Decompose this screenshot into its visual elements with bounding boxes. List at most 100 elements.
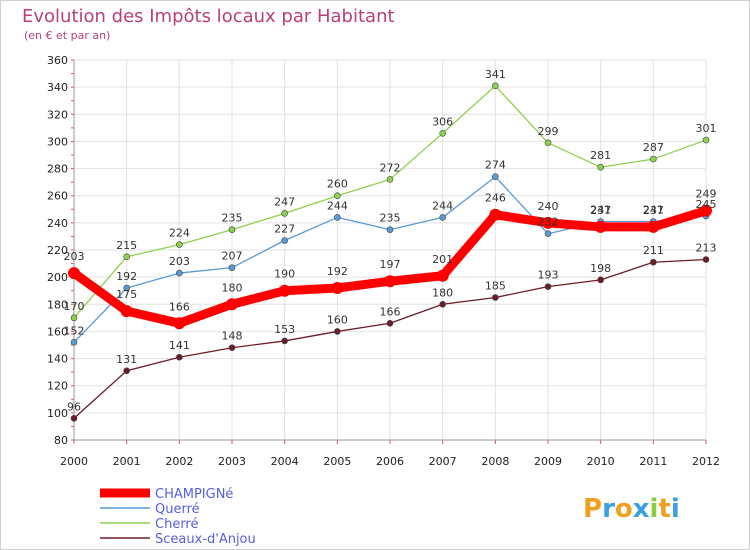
legend-label: Sceaux-d'Anjou xyxy=(155,532,256,547)
y-tick-label: 300 xyxy=(47,135,68,148)
x-tick-label: 2010 xyxy=(587,455,615,468)
data-label: 160 xyxy=(327,313,348,326)
y-tick-label: 340 xyxy=(47,81,68,94)
data-label: 237 xyxy=(643,204,664,217)
data-label: 180 xyxy=(432,286,453,299)
data-point xyxy=(700,204,712,217)
x-tick-label: 2008 xyxy=(481,455,509,468)
data-point xyxy=(439,129,446,137)
y-tick-label: 240 xyxy=(47,217,68,230)
data-label: 341 xyxy=(485,68,506,81)
data-point xyxy=(68,267,80,280)
data-label: 244 xyxy=(327,199,348,212)
data-point xyxy=(228,264,236,271)
data-point xyxy=(439,214,446,221)
data-label: 190 xyxy=(274,268,295,281)
logo-text: Proxiti xyxy=(583,494,680,524)
data-label: 301 xyxy=(696,122,717,135)
data-point xyxy=(70,338,78,346)
data-label: 180 xyxy=(222,281,243,294)
data-label: 131 xyxy=(116,353,137,366)
data-label: 241 xyxy=(590,204,611,217)
data-label: 237 xyxy=(590,204,611,217)
data-point xyxy=(123,367,130,375)
data-point xyxy=(492,294,499,301)
data-label: 240 xyxy=(538,200,559,213)
data-point xyxy=(597,276,604,284)
data-label: 185 xyxy=(485,280,506,293)
y-tick-label: 280 xyxy=(47,163,68,176)
y-tick-label: 260 xyxy=(47,190,68,203)
legend-label: Cherré xyxy=(155,517,199,532)
data-label: 215 xyxy=(116,239,137,252)
x-tick-label: 2012 xyxy=(692,455,720,468)
data-label: 201 xyxy=(432,253,453,266)
data-point xyxy=(702,136,710,144)
chart-title: Evolution des Impôts locaux par Habitant xyxy=(22,6,395,27)
y-tick-label: 120 xyxy=(47,380,68,393)
x-tick-label: 2004 xyxy=(271,455,299,468)
proxiti-logo: Proxiti xyxy=(583,494,680,524)
data-label: 141 xyxy=(169,339,190,352)
data-label: 232 xyxy=(538,216,559,229)
data-point xyxy=(544,230,552,238)
data-point xyxy=(331,282,344,294)
data-point xyxy=(384,275,396,288)
data-point xyxy=(489,208,502,221)
chart-subtitle: (en € et par an) xyxy=(24,29,110,42)
data-label: 152 xyxy=(64,324,85,337)
data-label: 207 xyxy=(222,250,243,263)
data-point xyxy=(597,163,604,171)
data-label: 245 xyxy=(696,198,717,211)
data-point xyxy=(278,284,291,297)
data-point xyxy=(650,258,657,266)
data-point xyxy=(228,344,236,352)
data-point xyxy=(281,337,288,345)
data-label: 192 xyxy=(116,270,137,283)
data-point xyxy=(594,220,607,233)
data-label: 241 xyxy=(643,204,664,217)
data-label: 287 xyxy=(643,141,664,154)
data-label: 249 xyxy=(696,188,717,201)
data-point xyxy=(176,353,183,361)
data-point xyxy=(173,317,186,330)
x-tick-label: 2003 xyxy=(218,455,246,468)
data-label: 198 xyxy=(590,262,611,275)
data-labels: 203 175 166 180 190 192 197 201 246 240 237 237 249 1… xyxy=(64,68,717,413)
y-tick-label: 160 xyxy=(47,325,68,338)
data-point xyxy=(542,216,554,229)
legend-label: CHAMPIGNé xyxy=(155,487,233,502)
data-label: 166 xyxy=(380,305,401,318)
y-tick-label: 140 xyxy=(47,353,68,366)
data-label: 244 xyxy=(432,199,453,212)
data-point xyxy=(123,253,130,261)
x-tick-label: 2000 xyxy=(60,455,88,468)
x-tick-label: 2009 xyxy=(534,455,562,468)
data-point xyxy=(650,155,657,163)
data-label: 213 xyxy=(696,242,717,255)
y-tick-label: 200 xyxy=(47,271,68,284)
data-point xyxy=(334,192,341,200)
data-label: 197 xyxy=(380,258,401,271)
y-tick-label: 180 xyxy=(47,298,68,311)
data-label: 170 xyxy=(64,300,85,313)
x-tick-label: 2011 xyxy=(639,455,667,468)
data-point xyxy=(70,414,78,422)
x-tick-label: 2007 xyxy=(429,455,457,468)
data-point xyxy=(436,269,449,282)
legend-label: Querré xyxy=(155,502,200,517)
data-point xyxy=(492,173,499,181)
series xyxy=(68,82,712,422)
x-tick-label: 2001 xyxy=(113,455,141,468)
y-tick-label: 320 xyxy=(47,108,68,121)
data-point xyxy=(123,284,130,292)
data-point xyxy=(228,226,236,233)
data-label: 281 xyxy=(590,149,611,162)
data-label: 274 xyxy=(485,159,506,172)
data-point xyxy=(176,241,183,248)
data-label: 211 xyxy=(643,244,664,257)
data-point xyxy=(492,82,499,90)
